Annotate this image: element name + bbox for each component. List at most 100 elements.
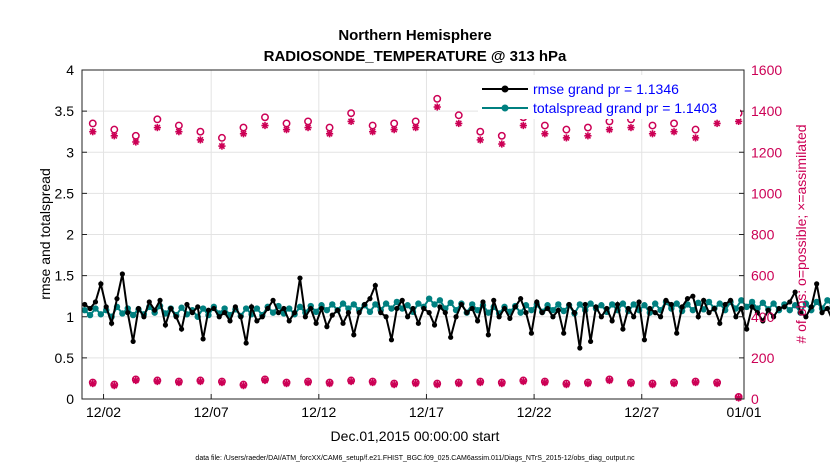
rmse-point [98, 281, 104, 287]
obs-assimilated-marker-low [498, 379, 506, 388]
rmse-point [760, 318, 766, 324]
totalspread-point [329, 301, 336, 308]
totalspread-point [404, 302, 411, 309]
rmse-point [189, 310, 195, 316]
obs-assimilated-marker [132, 138, 140, 146]
rmse-point [453, 314, 459, 320]
totalspread-point [393, 298, 401, 306]
rmse-point [92, 299, 99, 305]
totalspread-point [447, 299, 454, 306]
rmse-point [598, 314, 604, 320]
totalspread-point [608, 301, 616, 308]
rmse-point [668, 301, 674, 308]
rmse-point [717, 320, 723, 326]
totalspread-point [759, 299, 767, 306]
rmse-point [130, 338, 136, 345]
rmse-point [442, 310, 448, 316]
rmse-point [265, 305, 271, 312]
obs-possible-marker [497, 131, 506, 140]
totalspread-point [199, 305, 207, 312]
rmse-point [469, 305, 475, 312]
obs-assimilated-marker [218, 142, 226, 150]
obs-assimilated-marker-low [369, 378, 377, 387]
rmse-point [544, 305, 551, 312]
rmse-point [647, 305, 653, 312]
rmse-point [87, 305, 93, 312]
totalspread-point [716, 300, 723, 307]
rmse-point [501, 305, 508, 312]
totalspread-point [92, 305, 99, 312]
obs-assimilated-marker [347, 117, 355, 126]
rmse-point [146, 299, 152, 305]
obs-assimilated-marker-low [196, 377, 205, 386]
totalspread-point [743, 303, 750, 311]
obs-assimilated-marker [433, 103, 441, 111]
rmse-point [383, 314, 389, 320]
obs-assimilated-marker-low [347, 377, 355, 386]
y-right-tick-label: 800 [751, 227, 775, 243]
totalspread-point [221, 305, 228, 312]
rmse-point [243, 340, 249, 346]
rmse-point [448, 334, 454, 340]
rmse-point [340, 320, 346, 326]
totalspread-point [425, 295, 433, 302]
rmse-point [281, 305, 287, 312]
rmse-point [388, 337, 395, 343]
obs-assimilated-marker-low [153, 377, 161, 386]
grid-lines [82, 70, 744, 399]
totalspread-point [791, 302, 799, 309]
totalspread-point [651, 300, 659, 307]
obs-assimilated-marker-low [455, 379, 463, 388]
y-left-tick-label: 0.5 [55, 350, 75, 366]
rmse-point [318, 305, 325, 312]
rmse-point [173, 314, 179, 320]
series-layer [81, 271, 830, 351]
rmse-point [604, 305, 610, 312]
totalspread-point [350, 301, 357, 308]
rmse-point [399, 297, 405, 303]
rmse-point [690, 293, 696, 299]
obs-assimilated-marker [261, 121, 269, 130]
rmse-point [141, 314, 147, 320]
totalspread-point [296, 303, 304, 311]
totalspread-point [339, 300, 347, 307]
totalspread-point [641, 302, 648, 309]
totalspread-point [485, 309, 492, 316]
rmse-point [679, 304, 685, 310]
axes-layer: 0 0.5 1 1.5 2 2.5 3 3.5 4 0 200 400 600 800 1000 1200 14… [55, 62, 783, 420]
legend-background [478, 75, 740, 119]
rmse-point [227, 318, 233, 324]
rmse-point [431, 322, 438, 328]
totalspread-point [738, 297, 745, 304]
x-tick-label: 12/22 [517, 404, 552, 420]
y-right-tick-label: 1200 [751, 144, 782, 160]
rmse-point [609, 318, 615, 324]
rmse-point [324, 324, 330, 330]
obs-assimilated-marker [175, 128, 183, 136]
rmse-point [291, 310, 298, 316]
totalspread-point [242, 305, 250, 312]
obs-assimilated-marker-low [304, 378, 312, 387]
y-right-tick-label: 0 [751, 391, 759, 407]
obs-assimilated-marker [605, 126, 614, 134]
rmse-point [641, 337, 648, 343]
legend-marker-rmse [501, 85, 509, 93]
rmse-point [361, 301, 368, 308]
obs-possible-marker [562, 125, 571, 134]
y-right-tick-label: 1600 [751, 62, 782, 78]
rmse-point [749, 304, 755, 310]
rmse-point [103, 304, 109, 310]
obs-assimilated-marker [455, 119, 463, 128]
obs-assimilated-marker-low [412, 379, 420, 388]
rmse-point [571, 310, 578, 316]
obs-assimilated-marker [196, 136, 205, 144]
rmse-point [701, 297, 707, 303]
rmse-point [663, 297, 669, 303]
totalspread-point [528, 306, 535, 314]
rmse-point [561, 330, 567, 336]
rmse-point [523, 310, 529, 316]
rmse-point [797, 310, 804, 316]
rmse-point [329, 312, 335, 318]
rmse-point [308, 305, 314, 312]
rmse-point [238, 314, 244, 320]
